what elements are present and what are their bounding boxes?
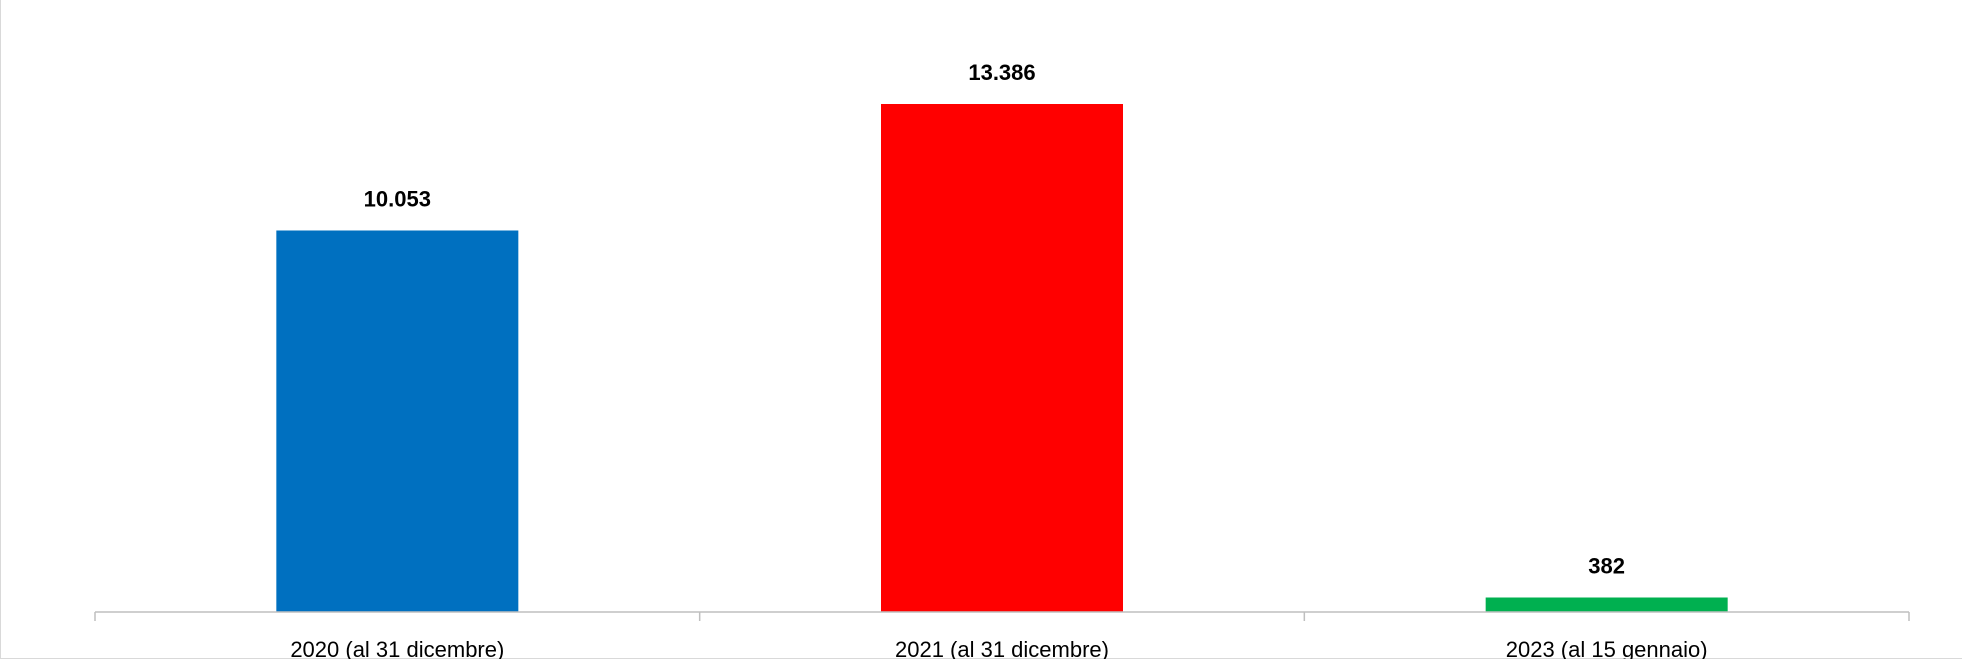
x-tick-label: 2020 (al 31 dicembre) bbox=[290, 637, 504, 659]
data-label: 10.053 bbox=[364, 186, 431, 211]
data-label: 382 bbox=[1588, 554, 1625, 579]
bar bbox=[1485, 597, 1728, 612]
x-axis: 2020 (al 31 dicembre) 2021 (al 31 dicembr… bbox=[94, 611, 1910, 659]
x-tick-label: 2021 (al 31 dicembre) bbox=[895, 637, 1109, 659]
bars-layer bbox=[276, 104, 1728, 612]
bar bbox=[276, 230, 519, 612]
data-label: 13.386 bbox=[968, 60, 1035, 85]
bar bbox=[881, 104, 1123, 612]
data-labels-layer: 10.053 13.386 382 bbox=[364, 60, 1625, 579]
x-tick-label: 2023 (al 15 gennaio) bbox=[1506, 637, 1708, 659]
